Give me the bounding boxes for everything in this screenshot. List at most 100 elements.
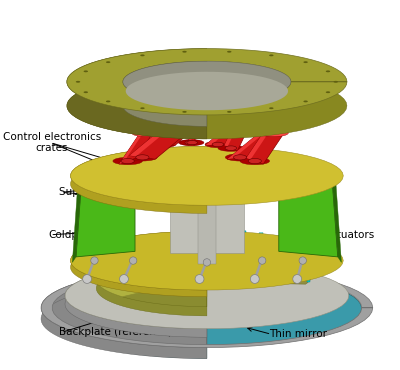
Ellipse shape <box>259 129 288 137</box>
Ellipse shape <box>144 146 156 150</box>
Ellipse shape <box>306 261 310 262</box>
Polygon shape <box>227 129 285 159</box>
Ellipse shape <box>113 157 142 165</box>
Text: Support structure: Support structure <box>60 187 152 197</box>
Polygon shape <box>72 181 82 262</box>
Ellipse shape <box>76 81 80 83</box>
Ellipse shape <box>306 247 309 248</box>
Ellipse shape <box>242 230 246 232</box>
Ellipse shape <box>298 243 302 244</box>
Polygon shape <box>67 48 207 139</box>
Ellipse shape <box>259 232 263 233</box>
Circle shape <box>91 257 98 264</box>
Polygon shape <box>126 72 288 110</box>
Circle shape <box>258 257 266 264</box>
Circle shape <box>120 275 128 283</box>
Polygon shape <box>224 121 249 151</box>
Ellipse shape <box>334 81 338 83</box>
Ellipse shape <box>230 120 256 127</box>
Bar <box>259 233 263 253</box>
Bar <box>306 262 310 282</box>
Polygon shape <box>52 272 362 345</box>
Polygon shape <box>71 231 343 290</box>
Polygon shape <box>188 120 192 145</box>
Ellipse shape <box>121 158 134 164</box>
Circle shape <box>83 275 92 283</box>
Bar <box>223 230 227 250</box>
Polygon shape <box>102 249 312 284</box>
Ellipse shape <box>288 239 292 240</box>
Polygon shape <box>190 116 198 145</box>
Ellipse shape <box>257 127 287 135</box>
Circle shape <box>250 275 259 283</box>
Ellipse shape <box>157 142 168 147</box>
Ellipse shape <box>218 145 244 151</box>
Ellipse shape <box>184 115 207 121</box>
Text: Control electronics
crates: Control electronics crates <box>3 132 101 154</box>
Ellipse shape <box>160 127 189 135</box>
Ellipse shape <box>176 118 202 124</box>
Ellipse shape <box>182 51 187 53</box>
Polygon shape <box>123 61 207 126</box>
Ellipse shape <box>128 154 157 161</box>
Ellipse shape <box>225 146 237 150</box>
Polygon shape <box>96 251 292 297</box>
Ellipse shape <box>204 229 208 230</box>
Bar <box>242 231 246 251</box>
Ellipse shape <box>240 157 270 165</box>
Circle shape <box>293 275 302 283</box>
Polygon shape <box>143 125 158 151</box>
Ellipse shape <box>212 142 224 147</box>
Polygon shape <box>123 61 291 102</box>
Bar <box>198 168 216 264</box>
Polygon shape <box>143 121 168 151</box>
Polygon shape <box>190 116 194 141</box>
Ellipse shape <box>234 155 247 160</box>
Text: Coldplate: Coldplate <box>48 230 98 240</box>
Ellipse shape <box>303 101 308 102</box>
Ellipse shape <box>227 51 232 53</box>
Polygon shape <box>188 116 196 145</box>
Polygon shape <box>67 73 347 139</box>
Ellipse shape <box>269 54 274 56</box>
Polygon shape <box>130 129 187 159</box>
Polygon shape <box>206 120 257 145</box>
Ellipse shape <box>326 70 330 72</box>
Polygon shape <box>130 129 168 157</box>
Polygon shape <box>227 132 266 159</box>
Bar <box>288 239 292 259</box>
Ellipse shape <box>248 158 262 164</box>
Polygon shape <box>41 268 373 347</box>
Ellipse shape <box>185 141 196 145</box>
Bar <box>204 229 208 249</box>
Polygon shape <box>224 121 240 147</box>
Ellipse shape <box>136 155 149 160</box>
Polygon shape <box>70 231 207 297</box>
Ellipse shape <box>137 145 163 151</box>
Ellipse shape <box>106 101 110 102</box>
Text: Actuators: Actuators <box>325 230 375 240</box>
Polygon shape <box>150 120 202 145</box>
Polygon shape <box>119 134 142 164</box>
Ellipse shape <box>232 118 258 124</box>
Bar <box>298 243 302 263</box>
Ellipse shape <box>178 139 202 145</box>
Circle shape <box>299 257 306 264</box>
Polygon shape <box>52 272 207 358</box>
Ellipse shape <box>326 91 330 93</box>
Circle shape <box>130 257 137 264</box>
Ellipse shape <box>187 141 198 145</box>
Polygon shape <box>96 251 207 316</box>
Bar <box>310 252 313 273</box>
Polygon shape <box>65 262 207 337</box>
Circle shape <box>195 275 204 283</box>
Polygon shape <box>71 146 343 205</box>
Ellipse shape <box>303 61 308 63</box>
Ellipse shape <box>310 252 313 253</box>
Ellipse shape <box>140 54 145 56</box>
Ellipse shape <box>269 107 274 109</box>
Ellipse shape <box>149 120 175 127</box>
Polygon shape <box>65 262 349 329</box>
Polygon shape <box>76 178 135 257</box>
Polygon shape <box>170 176 244 253</box>
